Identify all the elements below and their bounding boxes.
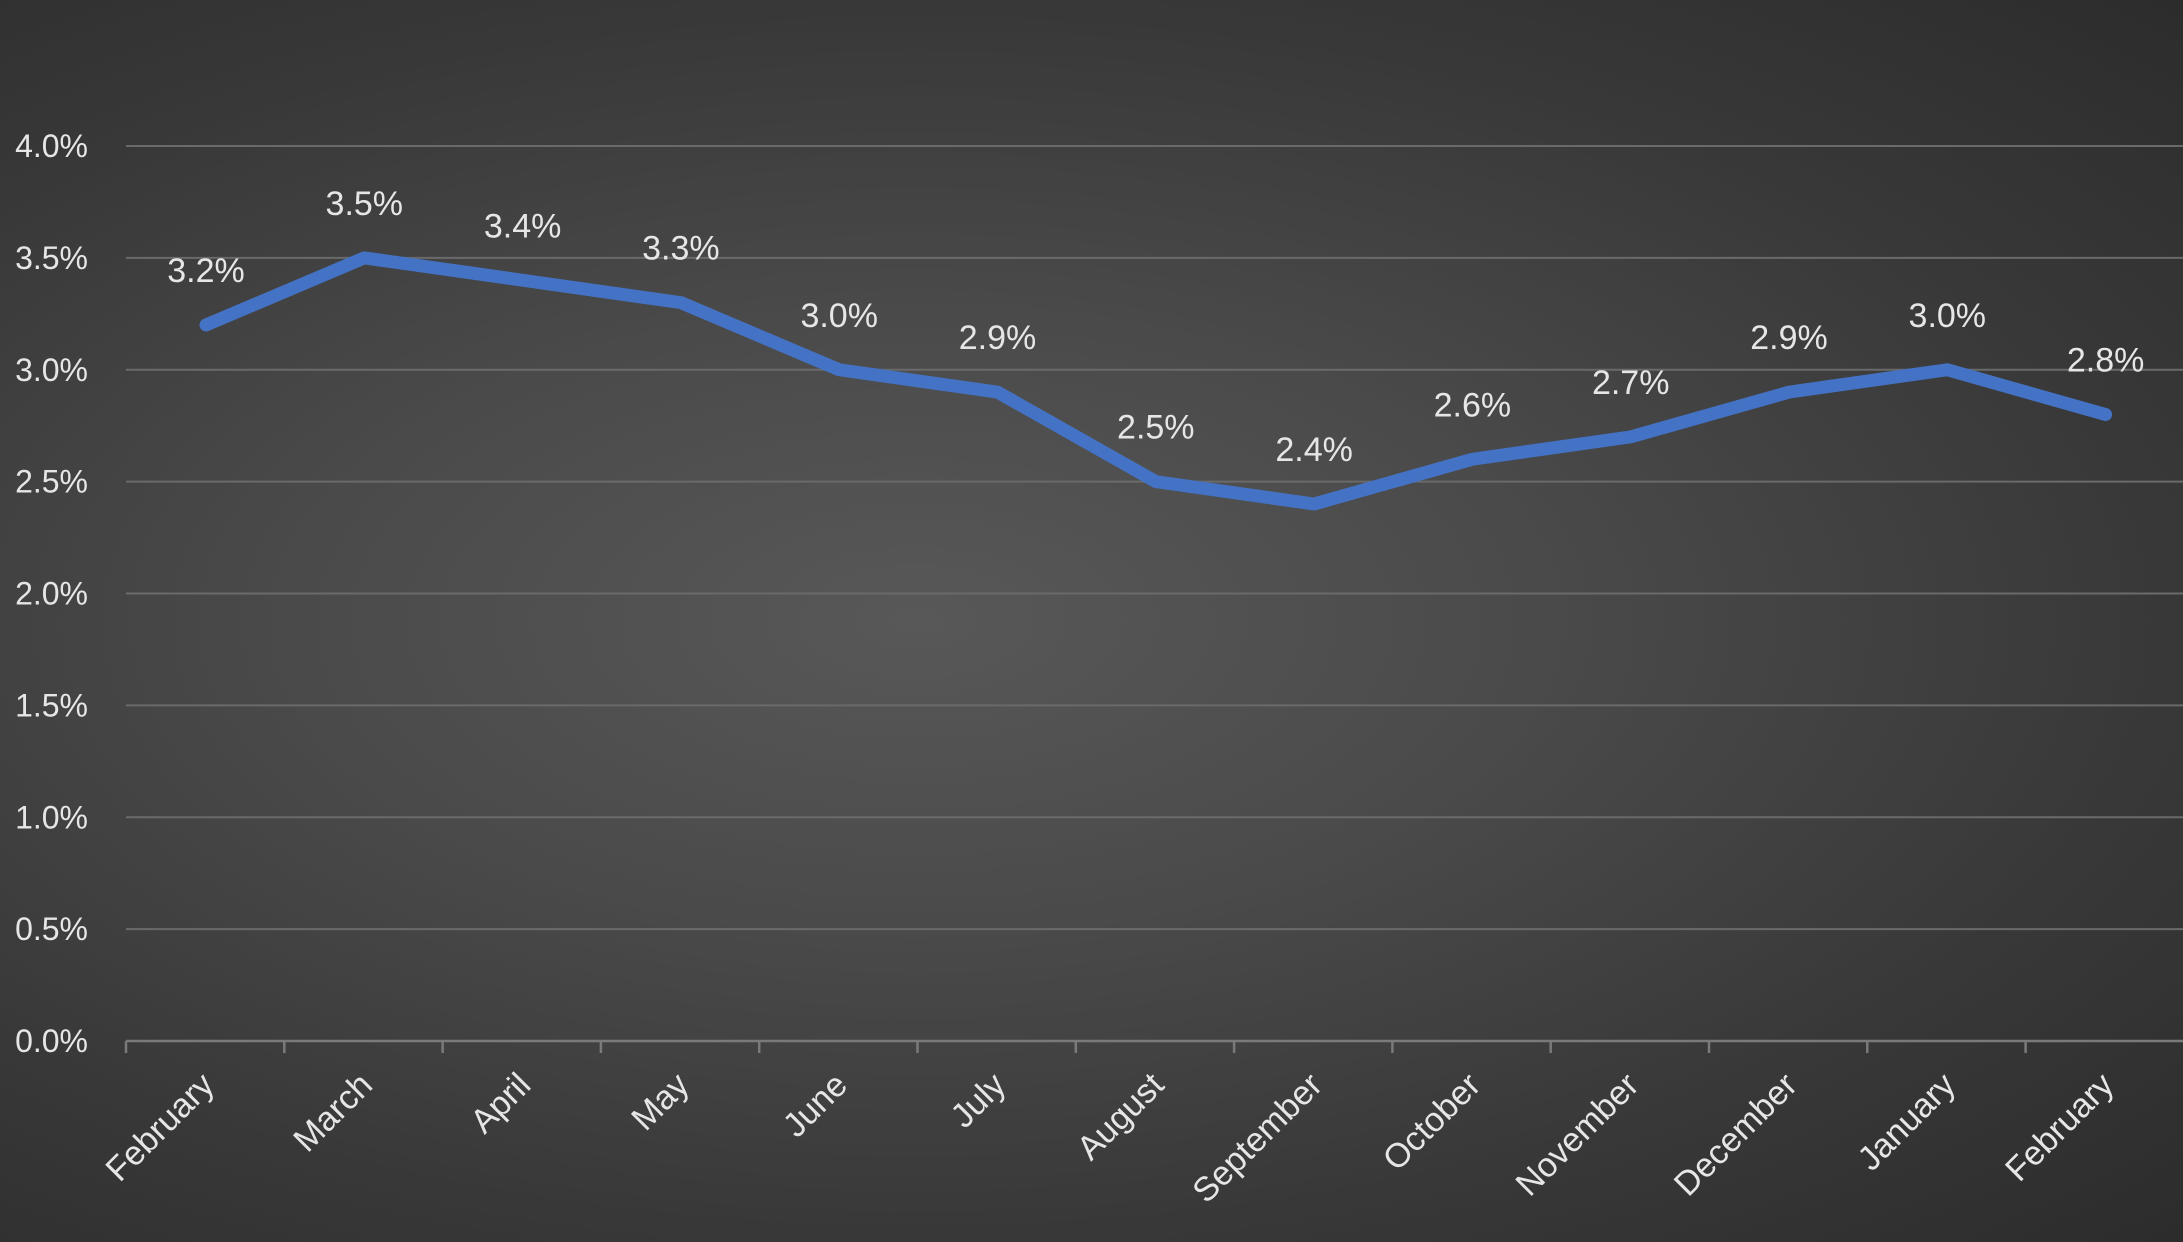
x-axis-tick-labels: February March April May June July August Septe… — [99, 1065, 2122, 1210]
y-tick-label: 2.5% — [15, 464, 88, 500]
x-tick-label: June — [776, 1066, 855, 1145]
y-axis-tick-labels: 0.0% 0.5% 1.0% 1.5% 2.0% 2.5% 3.0% 3.5% 4.0% — [15, 128, 88, 1059]
data-label: 3.4% — [484, 207, 562, 245]
x-tick-label: February — [1998, 1066, 2121, 1189]
y-tick-label: 3.0% — [15, 352, 88, 388]
y-tick-label: 1.0% — [15, 799, 88, 835]
data-label: 2.4% — [1275, 431, 1353, 469]
data-label: 2.9% — [1750, 319, 1828, 357]
data-label: 2.7% — [1592, 364, 1670, 402]
x-tick-label: April — [463, 1066, 538, 1141]
data-label: 3.5% — [326, 185, 404, 223]
data-label: 3.0% — [800, 297, 878, 335]
data-label: 3.3% — [642, 230, 720, 268]
data-label: 2.6% — [1434, 386, 1512, 424]
x-tick-label: September — [1185, 1066, 1329, 1210]
x-tick-label: February — [99, 1066, 222, 1189]
x-axis — [124, 1039, 2183, 1053]
data-labels: 3.2% 3.5% 3.4% 3.3% 3.0% 2.9% 2.5% 2.4% 2.6% 2.7%… — [167, 185, 2144, 469]
x-tick-label: October — [1376, 1066, 1488, 1178]
x-tick-label: May — [624, 1066, 696, 1138]
x-tick-label: July — [944, 1066, 1014, 1136]
y-tick-label: 1.5% — [15, 687, 88, 723]
data-label: 2.8% — [2067, 342, 2145, 380]
y-tick-label: 0.0% — [15, 1023, 88, 1059]
data-label: 3.2% — [167, 252, 245, 290]
x-tick-label: January — [1851, 1066, 1963, 1178]
x-tick-label: November — [1509, 1066, 1647, 1204]
data-label: 2.5% — [1117, 409, 1195, 447]
series-line-group — [199, 251, 2113, 511]
series-line — [199, 251, 2113, 511]
x-tick-label: August — [1070, 1065, 1172, 1167]
data-label: 2.9% — [959, 319, 1037, 357]
data-label: 3.0% — [1909, 297, 1987, 335]
y-tick-label: 2.0% — [15, 576, 88, 612]
x-tick-label: December — [1667, 1066, 1805, 1204]
y-tick-label: 4.0% — [15, 128, 88, 164]
y-tick-label: 3.5% — [15, 240, 88, 276]
y-tick-label: 0.5% — [15, 911, 88, 947]
x-tick-label: March — [286, 1066, 380, 1160]
